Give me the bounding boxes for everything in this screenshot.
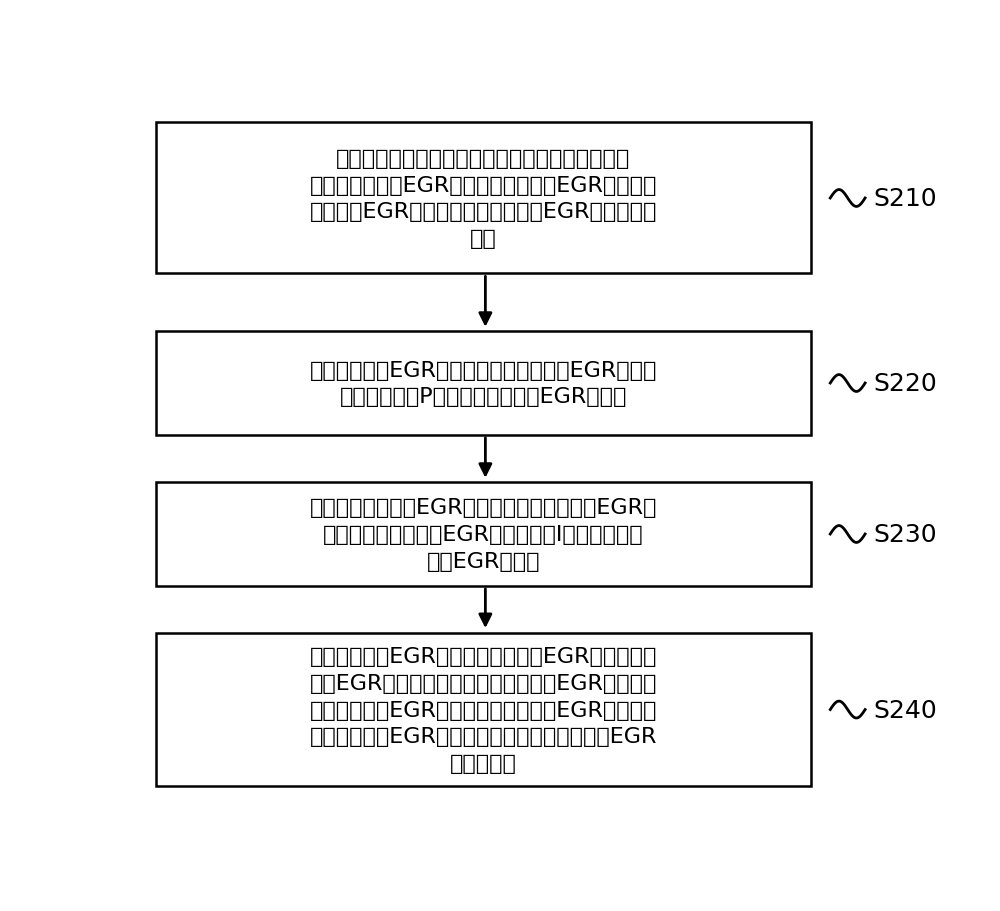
Bar [156, 123, 811, 274]
Bar [156, 633, 811, 786]
Text: 值、当前EGR设定质量流量值和当前EGR实际质量流: 值、当前EGR设定质量流量值和当前EGR实际质量流 [310, 202, 657, 222]
Text: 馈开度值和所述第一EGR开度值确定I控制器对应的: 馈开度值和所述第一EGR开度值确定I控制器对应的 [323, 525, 644, 545]
Text: 设定开度值: 设定开度值 [450, 753, 517, 773]
Text: 量值: 量值 [470, 229, 497, 249]
Text: S240: S240 [873, 698, 937, 722]
Bar [156, 332, 811, 435]
Text: 当前EGR反馈开度值，并根据所述当前EGR前馈开度: 当前EGR反馈开度值，并根据所述当前EGR前馈开度 [310, 673, 657, 693]
Text: 根据所述上一步长EGR设定开度值、所述当前EGR前: 根据所述上一步长EGR设定开度值、所述当前EGR前 [310, 497, 657, 517]
Text: 值和所述当前EGR反馈开度值确定目标EGR设定开度: 值和所述当前EGR反馈开度值确定目标EGR设定开度 [310, 700, 657, 720]
Text: 制阀的上一步长EGR设定开度值、当前EGR前馈开度: 制阀的上一步长EGR设定开度值、当前EGR前馈开度 [310, 176, 657, 196]
Text: 根据所述第一EGR开度值和所述第二EGR开度值确定: 根据所述第一EGR开度值和所述第二EGR开度值确定 [310, 647, 657, 667]
Text: 第二EGR开度值: 第二EGR开度值 [427, 551, 540, 571]
Bar [156, 483, 811, 587]
Text: S230: S230 [873, 522, 937, 547]
Text: 值，所述目标EGR设定开度值等于所述上一步长EGR: 值，所述目标EGR设定开度值等于所述上一步长EGR [310, 726, 657, 746]
Text: S210: S210 [873, 187, 937, 210]
Text: 量流量值输出P控制器对应的第一EGR开度值: 量流量值输出P控制器对应的第一EGR开度值 [340, 387, 627, 407]
Text: 根据所述当前EGR设定质量流量值和当前EGR实际质: 根据所述当前EGR设定质量流量值和当前EGR实际质 [310, 360, 657, 380]
Text: 当发动机运行模式发生切换时，获取废气再循环控: 当发动机运行模式发生切换时，获取废气再循环控 [336, 148, 631, 169]
Text: S220: S220 [873, 372, 937, 395]
